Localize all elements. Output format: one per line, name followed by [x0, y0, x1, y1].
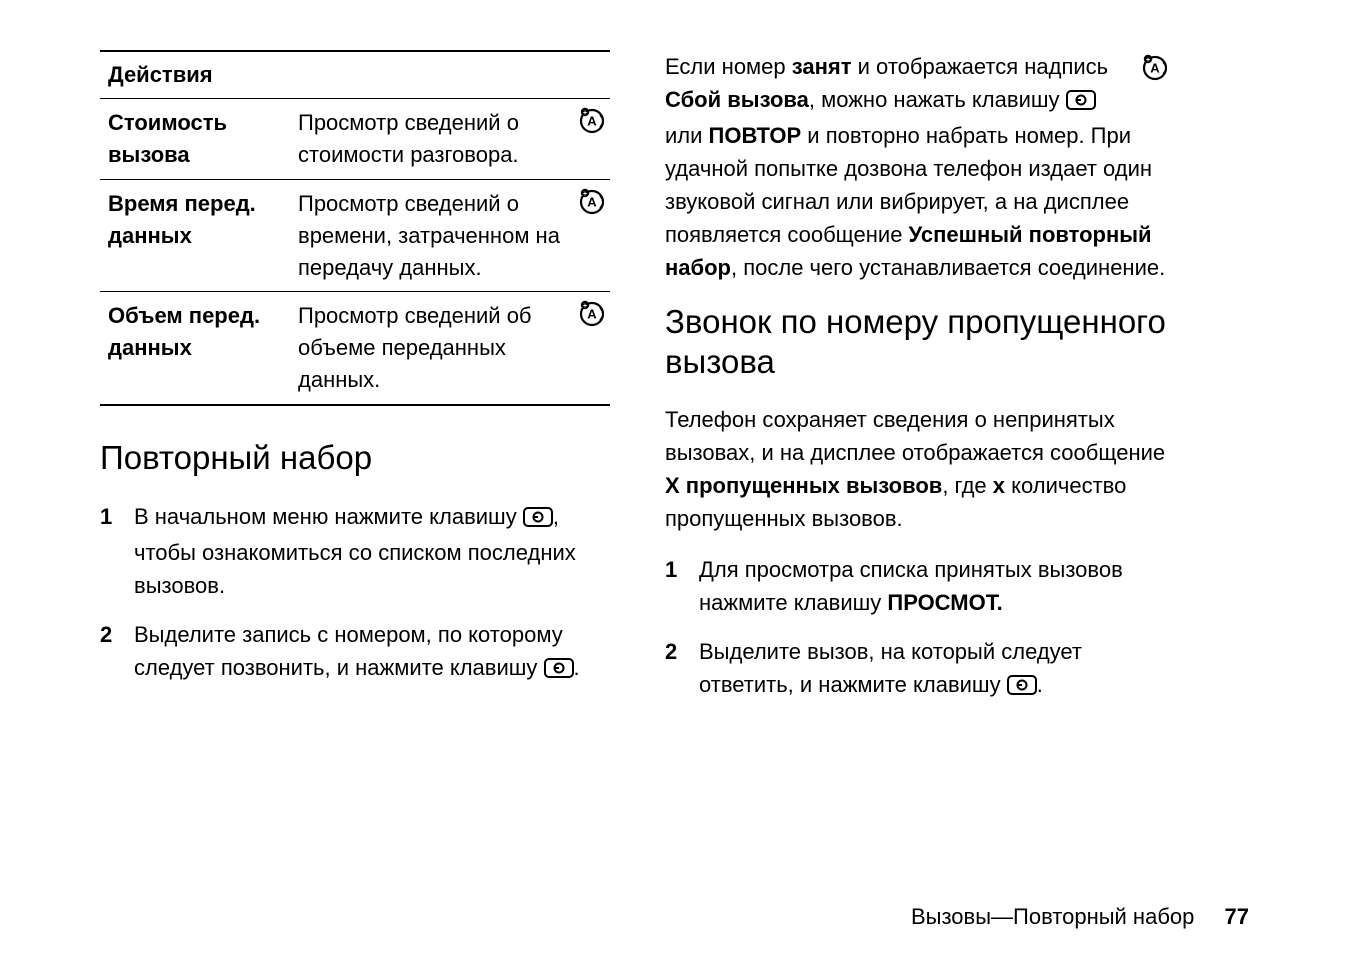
text-fragment: . — [574, 655, 580, 680]
row-desc-text: Просмотр сведений об объеме переданных д… — [298, 303, 532, 392]
text-bold: Сбой вызова — [665, 87, 809, 112]
step-text: В начальном меню нажмите клавишу , чтобы… — [134, 500, 610, 602]
send-key-icon — [1066, 86, 1096, 119]
text-fragment: В начальном меню нажмите клавишу — [134, 504, 523, 529]
table-row: Стоимость вызова Просмотр сведений о сто… — [100, 99, 610, 180]
left-column: Действия Стоимость вызова Просмотр сведе… — [100, 50, 610, 934]
missed-steps: 1 Для просмотра списка принятых вызовов … — [665, 553, 1175, 704]
list-item: 1 Для просмотра списка принятых вызовов … — [665, 553, 1175, 619]
row-desc: Просмотр сведений о времени, затраченном… — [290, 179, 610, 292]
row-desc-text: Просмотр сведений о стоимости разговора. — [298, 110, 519, 167]
section-heading-redial: Повторный набор — [100, 438, 610, 478]
actions-table: Действия Стоимость вызова Просмотр сведе… — [100, 50, 610, 406]
text-bold: занят — [792, 54, 852, 79]
text-bold: X пропущенных вызовов — [665, 473, 942, 498]
row-desc-text: Просмотр сведений о времени, затраченном… — [298, 191, 560, 280]
page-number: 77 — [1225, 904, 1249, 929]
text-bold: ПРОСМОТ. — [887, 590, 1002, 615]
step-text: Выделите запись с номером, по которому с… — [134, 618, 610, 687]
missed-intro: Телефон сохраняет сведения о непринятых … — [665, 403, 1175, 535]
footer-text: Вызовы—Повторный набор — [911, 904, 1194, 929]
section-heading-missed: Звонок по номеру пропущенного вызова — [665, 302, 1175, 381]
text-fragment: Если номер — [665, 54, 792, 79]
text-fragment: Телефон сохраняет сведения о непринятых … — [665, 407, 1165, 465]
send-key-icon — [523, 503, 553, 536]
text-fragment: , где — [942, 473, 992, 498]
list-item: 2 Выделите вызов, на который следует отв… — [665, 635, 1175, 704]
row-label: Стоимость вызова — [100, 99, 290, 180]
text-fragment: , после чего устанавливается соединение. — [731, 255, 1165, 280]
step-number: 1 — [665, 553, 699, 619]
text-bold: ПОВТОР — [709, 123, 802, 148]
step-text: Выделите вызов, на который следует ответ… — [699, 635, 1175, 704]
step-number: 2 — [100, 618, 134, 687]
step-text: Для просмотра списка принятых вызовов на… — [699, 553, 1175, 619]
page-footer: Вызовы—Повторный набор 77 — [911, 904, 1249, 930]
row-label: Время перед. данных — [100, 179, 290, 292]
sim-card-icon — [1141, 52, 1175, 86]
step-number: 1 — [100, 500, 134, 602]
table-header: Действия — [100, 51, 610, 99]
sim-card-icon — [578, 298, 608, 328]
text-fragment: . — [1037, 672, 1043, 697]
text-bold: x — [993, 473, 1005, 498]
step-number: 2 — [665, 635, 699, 704]
send-key-icon — [1007, 671, 1037, 704]
page: Действия Стоимость вызова Просмотр сведе… — [0, 0, 1345, 954]
list-item: 2 Выделите запись с номером, по которому… — [100, 618, 610, 687]
table-row: Время перед. данных Просмотр сведений о … — [100, 179, 610, 292]
row-desc: Просмотр сведений об объеме переданных д… — [290, 292, 610, 405]
right-column: Если номер занят и отображается надпись … — [665, 50, 1175, 934]
text-fragment: и отображается надпись — [852, 54, 1109, 79]
text-fragment: или — [665, 123, 709, 148]
redial-steps: 1 В начальном меню нажмите клавишу , что… — [100, 500, 610, 687]
text-fragment: Выделите запись с номером, по которому с… — [134, 622, 563, 680]
sim-card-icon — [578, 186, 608, 216]
text-fragment: , можно нажать клавишу — [809, 87, 1066, 112]
row-label: Объем перед. данных — [100, 292, 290, 405]
send-key-icon — [544, 654, 574, 687]
table-row: Объем перед. данных Просмотр сведений об… — [100, 292, 610, 405]
row-desc: Просмотр сведений о стоимости разговора. — [290, 99, 610, 180]
busy-paragraph: Если номер занят и отображается надпись … — [665, 50, 1175, 284]
sim-card-icon — [578, 105, 608, 135]
list-item: 1 В начальном меню нажмите клавишу , что… — [100, 500, 610, 602]
